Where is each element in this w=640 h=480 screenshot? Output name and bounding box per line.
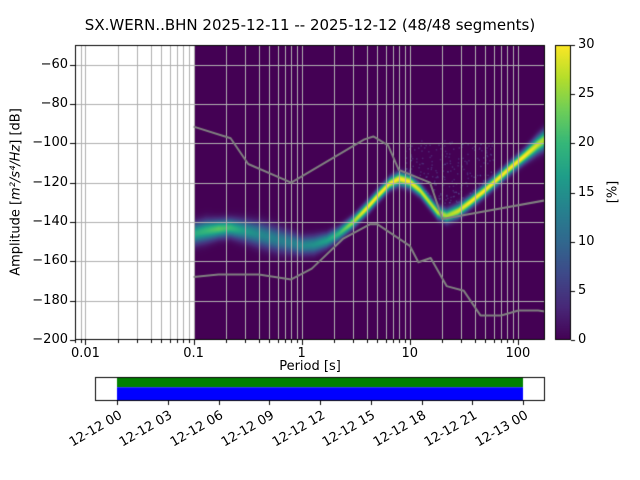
y-axis-label-suffix: ] [dB] xyxy=(8,108,24,145)
y-tick-label: −180 xyxy=(32,292,68,308)
colorbar-tick-label: 30 xyxy=(578,37,595,52)
y-tick-label: −140 xyxy=(32,214,68,229)
colorbar-tick-label: 15 xyxy=(578,184,595,200)
y-tick-label: −100 xyxy=(32,135,68,151)
y-tick-label: −80 xyxy=(40,96,68,111)
x-tick-label: 10 xyxy=(401,346,419,361)
colorbar-tick-label: 5 xyxy=(578,282,587,298)
y-tick-label: −200 xyxy=(32,332,68,347)
y-tick-label: −160 xyxy=(32,253,68,269)
y-axis-label: Amplitude [m²/s⁴/Hz] [dB] xyxy=(9,108,24,276)
colorbar-label: [%] xyxy=(605,180,621,204)
x-tick-label: 0.01 xyxy=(70,346,100,361)
colorbar-tick-label: 10 xyxy=(578,233,595,249)
chart-title: SX.WERN..BHN 2025-12-11 -- 2025-12-12 (4… xyxy=(84,16,536,34)
y-tick-label: −120 xyxy=(32,174,68,190)
x-tick-label: 0.1 xyxy=(183,346,204,361)
colorbar-tick-label: 25 xyxy=(578,86,595,102)
y-axis-label-prefix: Amplitude [ xyxy=(8,199,24,276)
colorbar-tick-label: 20 xyxy=(578,135,595,151)
y-tick-label: −60 xyxy=(40,56,68,72)
y-axis-label-math: m²/s⁴/Hz xyxy=(8,144,24,200)
x-tick-label: 100 xyxy=(505,346,531,361)
x-tick-label: 1 xyxy=(297,346,306,361)
colorbar-tick-label: 0 xyxy=(578,332,587,347)
x-axis-label: Period [s] xyxy=(279,359,341,374)
